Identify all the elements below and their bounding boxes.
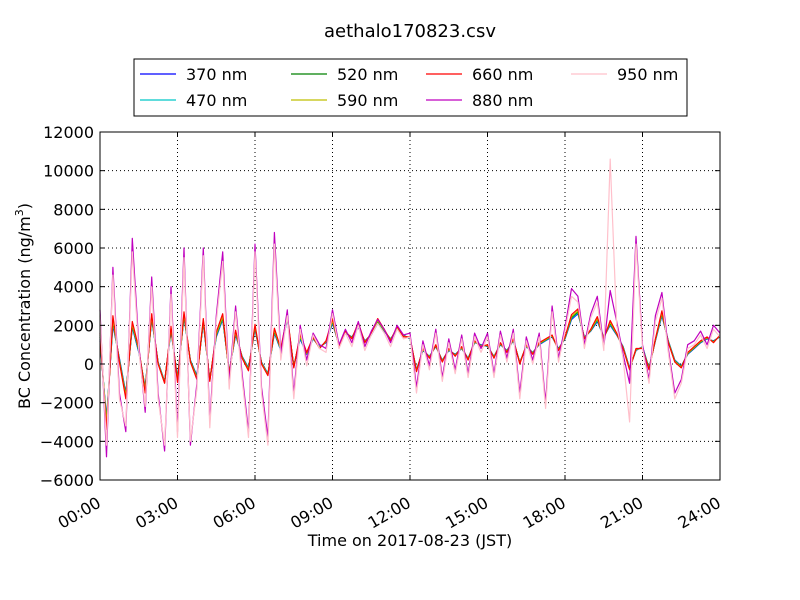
y-axis-label-tail: ) — [15, 203, 34, 209]
x-tick-label: 12:00 — [365, 493, 414, 533]
y-tick-label: 10000 — [43, 162, 94, 181]
y-axis-label-superscript: 3 — [13, 209, 26, 216]
y-tick-label: 0 — [84, 355, 94, 374]
y-tick-label: 2000 — [53, 316, 94, 335]
x-tick-label: 18:00 — [520, 493, 569, 533]
y-tick-label: −4000 — [40, 432, 94, 451]
grid-lines — [100, 132, 720, 480]
x-tick-label: 15:00 — [442, 493, 491, 533]
y-tick-label: −2000 — [40, 394, 94, 413]
legend-label: 950 nm — [617, 65, 678, 84]
chart-title: aethalo170823.csv — [324, 21, 496, 42]
legend-label: 880 nm — [472, 91, 533, 110]
legend-label: 370 nm — [186, 65, 247, 84]
y-axis-label: BC Concentration (ng/m3) — [13, 203, 34, 409]
legend-label: 470 nm — [186, 91, 247, 110]
y-tick-label: 6000 — [53, 239, 94, 258]
x-tick-label: 24:00 — [675, 493, 724, 533]
y-axis-label-main: BC Concentration (ng/m — [15, 216, 34, 409]
y-tick-label: −6000 — [40, 471, 94, 490]
x-tick-label: 21:00 — [597, 493, 646, 533]
y-tick-label: 12000 — [43, 123, 94, 142]
x-tick-label: 06:00 — [210, 493, 259, 533]
series-line — [99, 158, 721, 446]
legend: 370 nm 470 nm 520 nm 590 nm 660 nm 880 nm 950 … — [133, 58, 688, 117]
legend-label: 660 nm — [472, 65, 533, 84]
x-axis-label: Time on 2017-08-23 (JST) — [307, 531, 512, 550]
legend-label: 590 nm — [337, 91, 398, 110]
y-tick-label: 8000 — [53, 200, 94, 219]
y-tick-label: 4000 — [53, 278, 94, 297]
plot-area: 00:00 03:00 06:00 09:00 12:00 15:00 18:00 21:00… — [40, 123, 724, 533]
x-tick-label: 00:00 — [55, 493, 104, 533]
series-lines — [99, 158, 721, 458]
x-tick-label: 09:00 — [287, 493, 336, 533]
legend-label: 520 nm — [337, 65, 398, 84]
legend-frame — [133, 58, 688, 117]
x-tick-label: 03:00 — [132, 493, 181, 533]
